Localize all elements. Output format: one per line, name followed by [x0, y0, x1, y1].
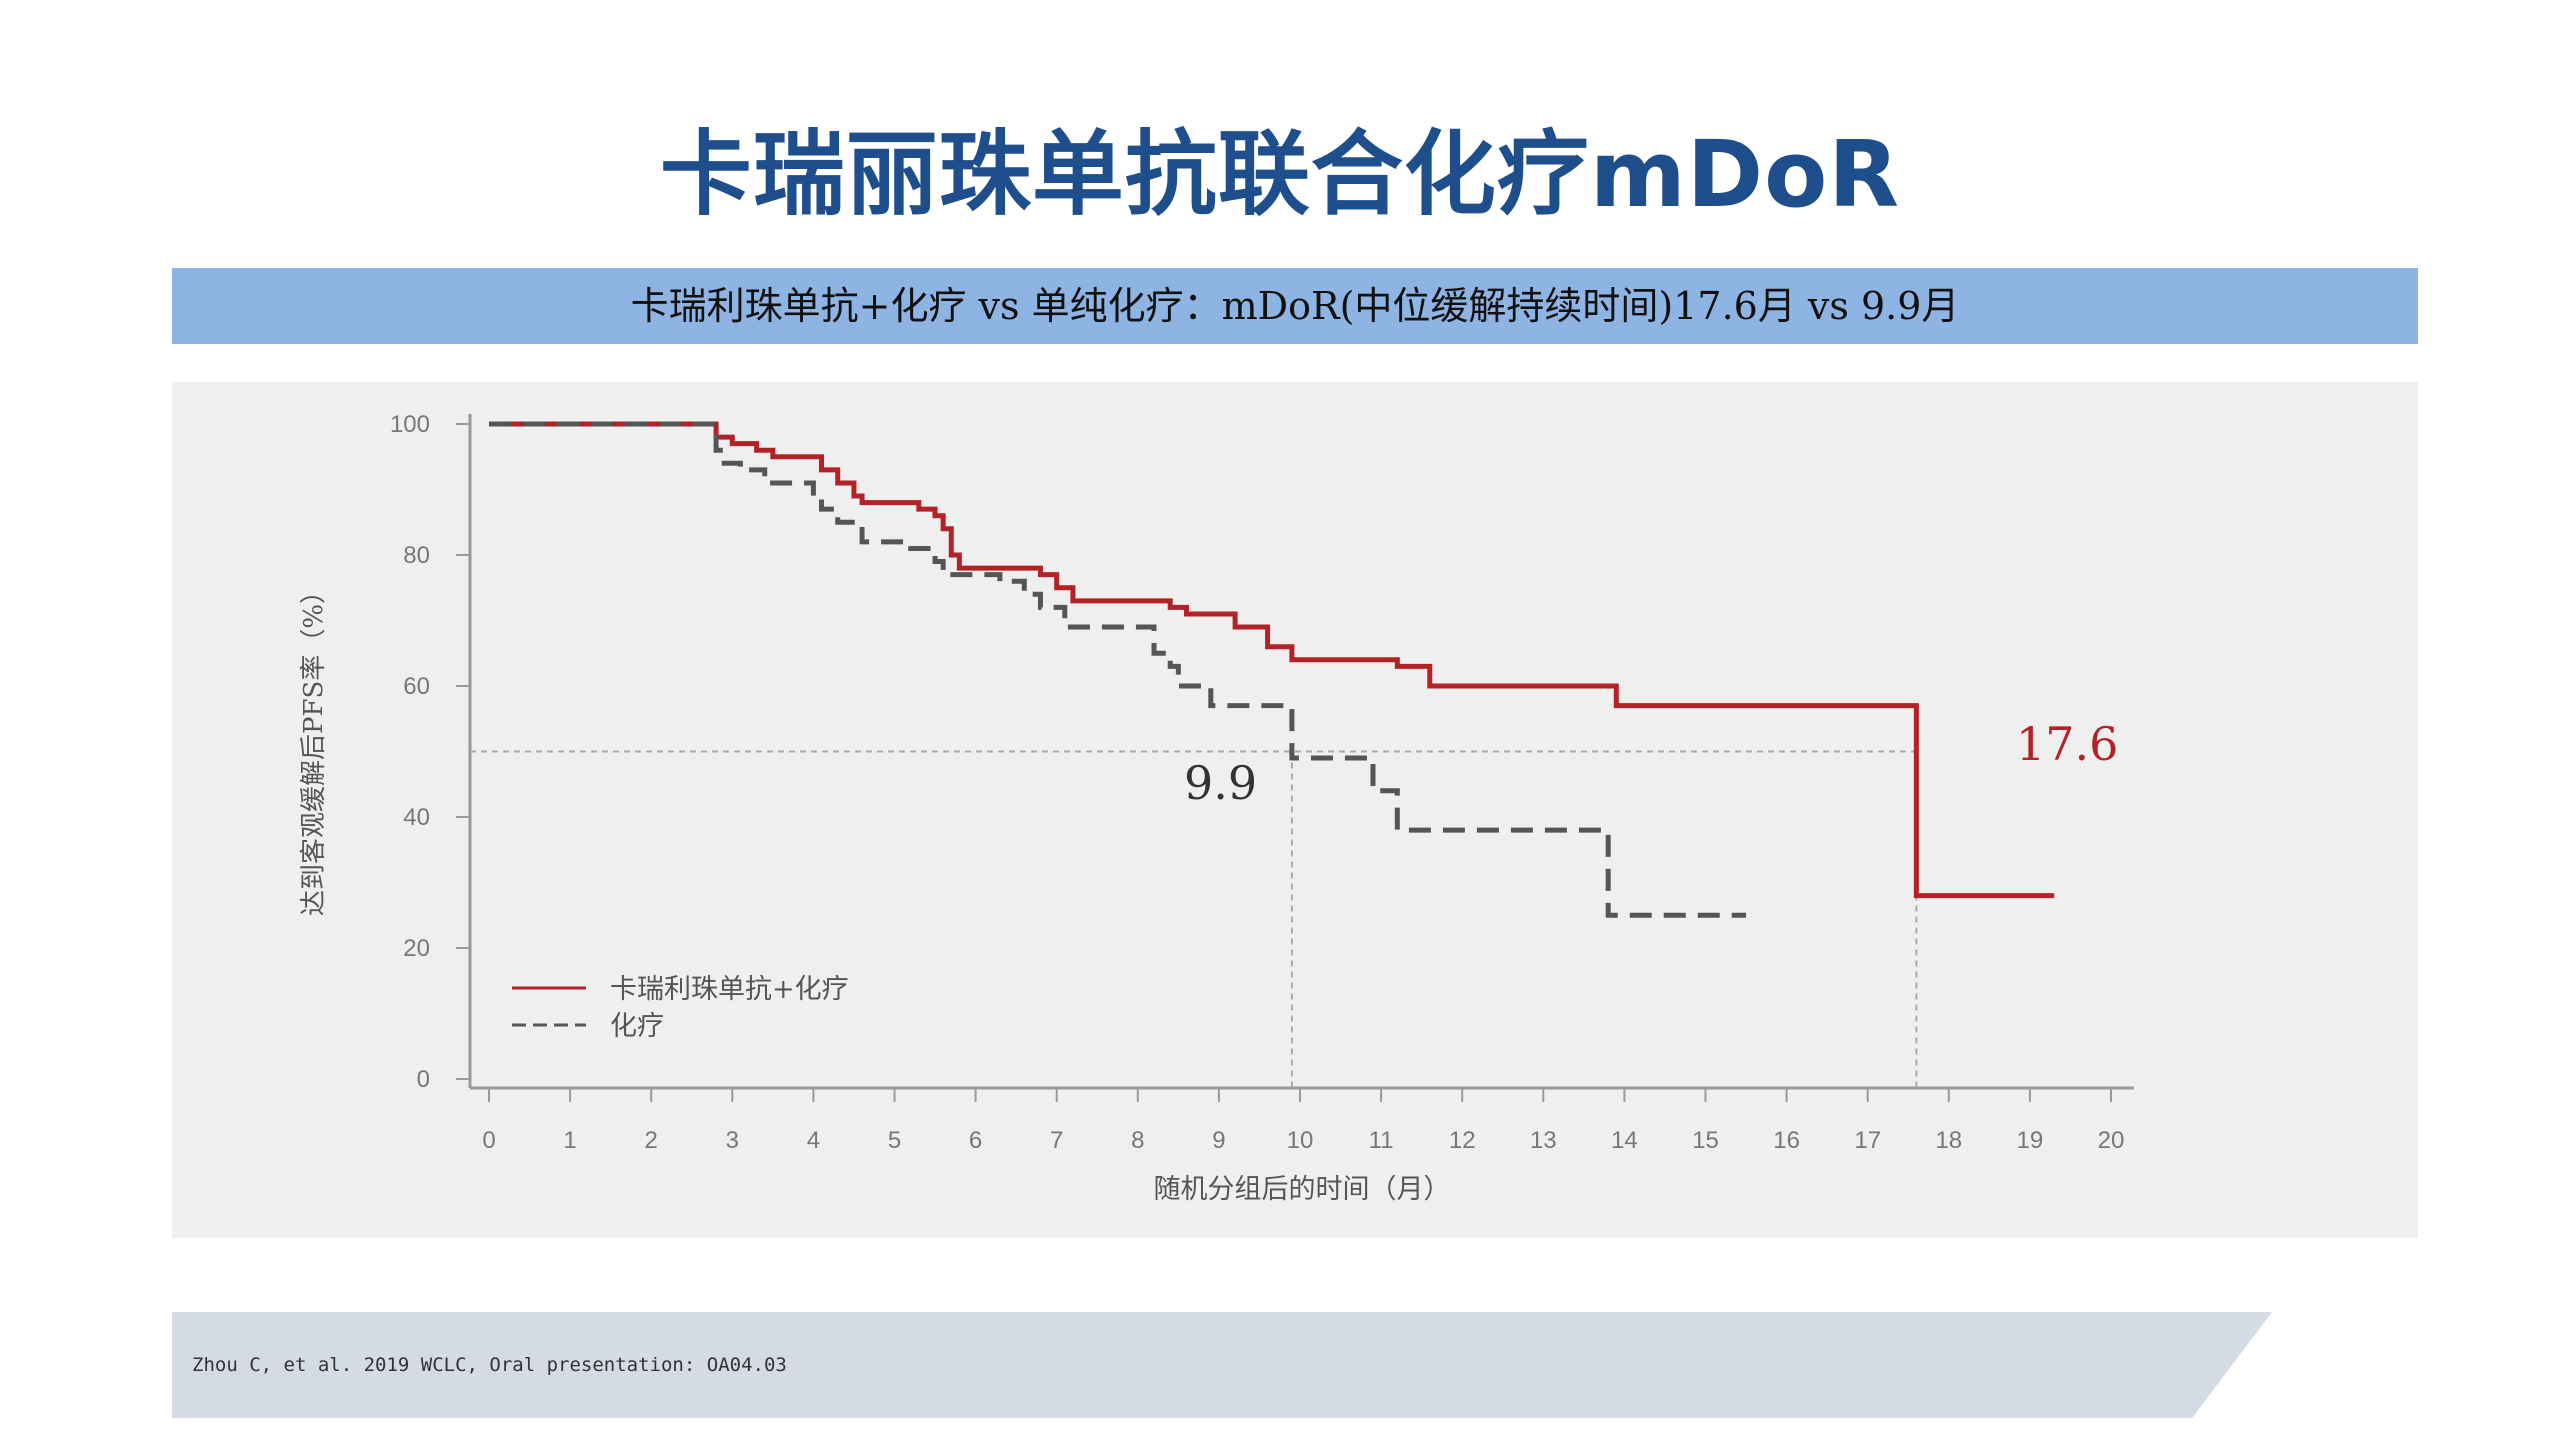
x-tick-label: 8	[1131, 1127, 1144, 1154]
chart-panel: 0 20 40 60 80 100 0 1 2 3 4 5 6 7 8 9 10 11 12 13 14 15 16 17 18…	[172, 382, 2418, 1238]
x-tick-label: 13	[1530, 1127, 1557, 1154]
x-tick-label: 10	[1287, 1127, 1314, 1154]
km-curve-chemo	[489, 421, 1747, 918]
median-label-combo: 17.6	[2016, 717, 2118, 771]
citation-text: Zhou C, et al. 2019 WCLC, Oral presentat…	[192, 1354, 787, 1376]
subtitle-band: 卡瑞利珠单抗+化疗 vs 单纯化疗：mDoR(中位缓解持续时间)17.6月 vs…	[172, 268, 2418, 344]
y-tick-label: 0	[417, 1066, 430, 1093]
y-tick-label: 80	[403, 542, 430, 569]
x-tick-label: 7	[1050, 1127, 1063, 1154]
x-tick-label: 3	[726, 1127, 739, 1154]
x-tick-label: 4	[807, 1127, 820, 1154]
x-tick-label: 12	[1449, 1127, 1476, 1154]
y-tick-label: 40	[403, 804, 430, 831]
legend-label-chemo: 化疗	[610, 1011, 664, 1042]
y-axis-label: 达到客观缓解后PFS率（%）	[299, 578, 329, 916]
x-tick-label: 17	[1854, 1127, 1881, 1154]
x-tick-label: 20	[2098, 1127, 2125, 1154]
y-tick-label: 60	[403, 673, 430, 700]
x-tick-label: 5	[888, 1127, 901, 1154]
x-tick-label: 9	[1212, 1127, 1225, 1154]
x-tick-label: 15	[1692, 1127, 1719, 1154]
x-axis-label: 随机分组后的时间（月）	[1154, 1174, 1451, 1205]
x-tick-label: 1	[563, 1127, 576, 1154]
x-tick-label: 11	[1369, 1127, 1394, 1154]
x-tick-label: 19	[2017, 1127, 2044, 1154]
x-tick-label: 0	[482, 1127, 495, 1154]
x-tick-label: 18	[1935, 1127, 1962, 1154]
x-tick-label: 6	[969, 1127, 982, 1154]
footer-band: Zhou C, et al. 2019 WCLC, Oral presentat…	[172, 1312, 2272, 1418]
x-tick-label: 14	[1611, 1127, 1638, 1154]
km-curve-combo	[489, 421, 2055, 899]
median-label-chemo: 9.9	[1184, 756, 1257, 810]
legend-label-combo: 卡瑞利珠单抗+化疗	[610, 974, 849, 1005]
x-tick-label: 16	[1773, 1127, 1800, 1154]
page-title: 卡瑞丽珠单抗联合化疗mDoR	[659, 121, 1901, 228]
y-tick-label: 20	[403, 935, 430, 962]
subtitle-band-text: 卡瑞利珠单抗+化疗 vs 单纯化疗：mDoR(中位缓解持续时间)17.6月 vs…	[630, 284, 1960, 328]
x-tick-label: 2	[645, 1127, 658, 1154]
y-tick-label: 100	[390, 411, 430, 438]
